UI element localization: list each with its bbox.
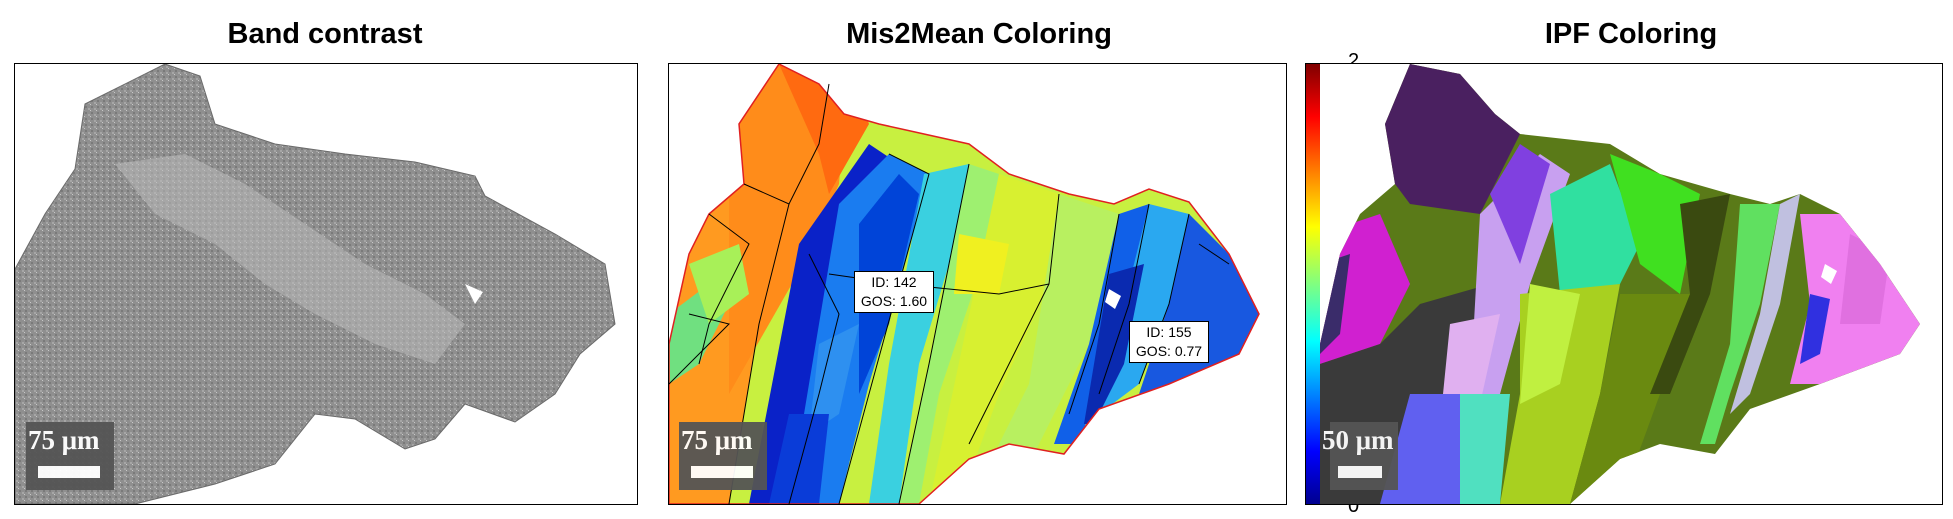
scale-bar-label: 50 μm — [1322, 425, 1394, 455]
mis2mean-map: ID: 142 GOS: 1.60 ID: 155 GOS: 0.77 75 μ… — [668, 63, 1287, 505]
light-region — [115, 154, 465, 364]
ipf-title: IPF Coloring — [1544, 18, 1718, 50]
scale-bar: 75 μm — [26, 422, 114, 490]
band-contrast-map: 75 μm — [14, 63, 638, 505]
scale-bar-line — [691, 466, 753, 478]
grain-label-142: ID: 142 GOS: 1.60 — [854, 271, 934, 313]
grain-label-155-gos: GOS: 0.77 — [1135, 343, 1203, 359]
ipf-image — [1320, 64, 1920, 504]
colorbar-min-label: 0 — [1348, 495, 1360, 517]
scale-bar-label: 75 μm — [28, 425, 100, 455]
band-contrast-image — [15, 64, 616, 504]
scale-bar: 50 μm — [1322, 422, 1398, 490]
grain-label-142-gos: GOS: 1.60 — [860, 293, 928, 309]
grain-label-142-id: ID: 142 — [871, 274, 917, 290]
band-contrast-title: Band contrast — [227, 18, 423, 50]
scale-bar-label: 75 μm — [681, 425, 753, 455]
scale-bar-line — [38, 466, 100, 478]
grain-label-155-id: ID: 155 — [1146, 324, 1192, 340]
ipf-map: 50 μm — [1320, 63, 1943, 505]
grain-label-155: ID: 155 GOS: 0.77 — [1129, 321, 1209, 363]
mis2mean-title: Mis2Mean Coloring — [846, 18, 1112, 50]
mis2mean-image — [669, 64, 1260, 504]
colorbar-max-label: 2 — [1348, 50, 1360, 72]
scale-bar-line — [1338, 466, 1382, 478]
scale-bar: 75 μm — [679, 422, 767, 490]
